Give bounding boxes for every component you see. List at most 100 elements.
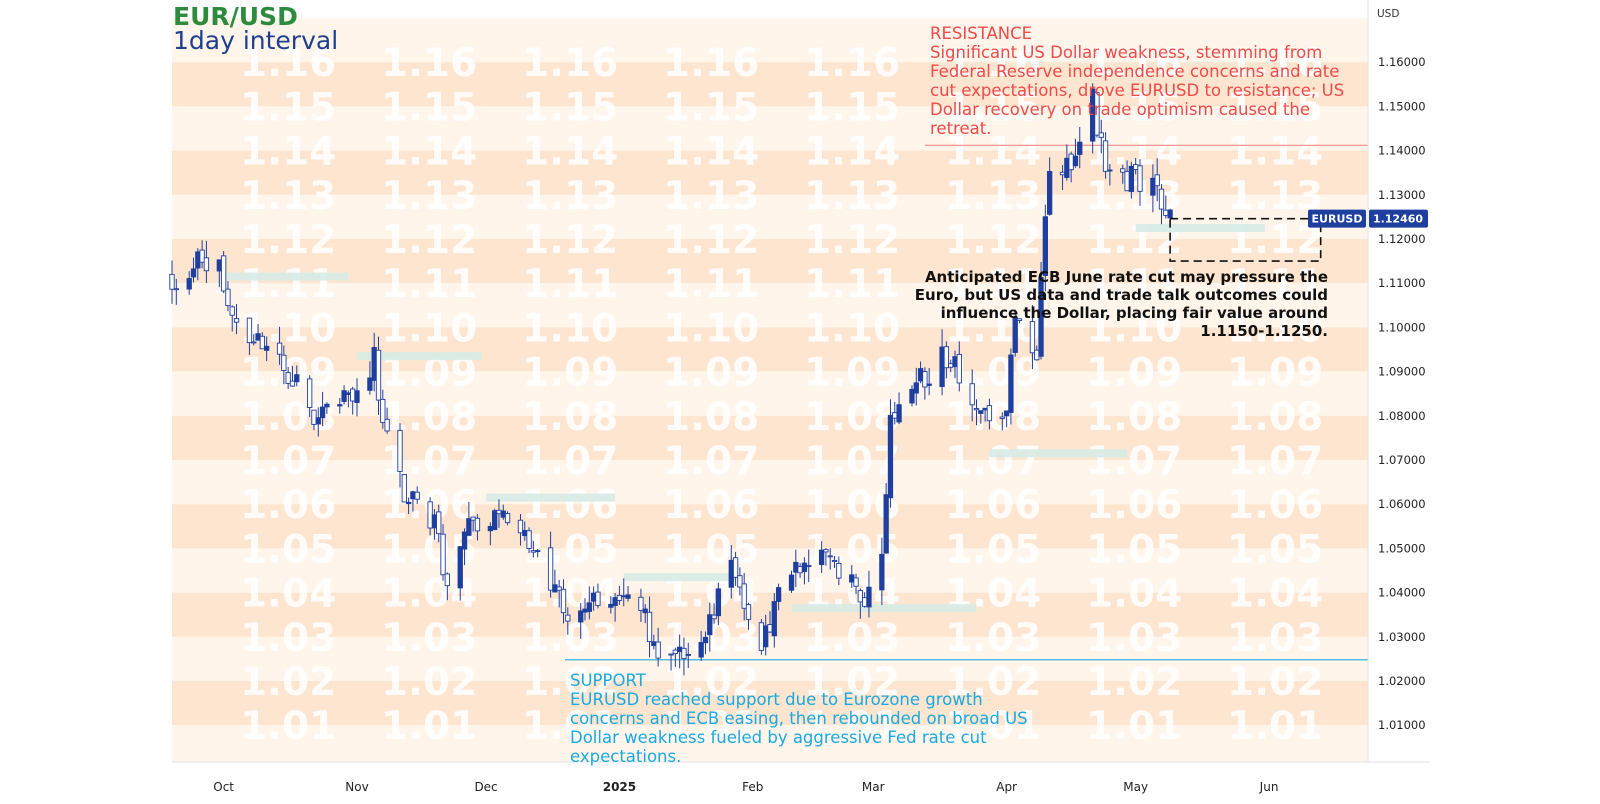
candle-body [444, 573, 450, 587]
watermark-label: 1.13 [945, 174, 1041, 219]
watermark-label: 1.14 [1227, 130, 1323, 175]
watermark-label: 1.14 [240, 130, 336, 175]
background-layer [172, 18, 1368, 762]
candle-body [1077, 141, 1083, 155]
candle-body [350, 388, 356, 402]
candle-body [440, 533, 446, 576]
background-band [172, 504, 1368, 549]
zone-marker [356, 352, 482, 361]
background-band [172, 681, 1368, 726]
candle-body [887, 414, 894, 499]
watermark-label: 1.02 [240, 660, 336, 705]
x-tick-label: Jun [1259, 780, 1279, 794]
watermark-label: 1.09 [804, 351, 900, 396]
watermark-label: 1.03 [240, 616, 336, 661]
watermark-label: 1.07 [240, 439, 336, 484]
watermark-label: 1.14 [663, 130, 759, 175]
watermark-label: 1.16 [804, 41, 900, 86]
background-band [172, 283, 1368, 328]
support-text: EURUSD reached support due to Eurozone g… [570, 690, 1028, 766]
candle-body [763, 625, 769, 648]
candle-body [470, 516, 476, 521]
candle-body [276, 342, 283, 355]
watermark-label: 1.02 [663, 660, 759, 705]
candle-body [1094, 92, 1100, 136]
candle-body [745, 604, 752, 620]
candle-body [1128, 165, 1135, 192]
candle-body [621, 595, 627, 598]
background-band [172, 327, 1368, 372]
candle-body [466, 518, 472, 536]
watermark-label: 1.06 [945, 483, 1041, 528]
candle-body [853, 577, 859, 587]
candle-body [939, 346, 945, 387]
y-tick-label: 1.12000 [1378, 232, 1426, 246]
candle-body [294, 374, 300, 383]
zone-marker [623, 573, 736, 582]
watermark-label: 1.01 [240, 704, 336, 749]
watermark-label: 1.16 [663, 41, 759, 86]
watermark-label: 1.10 [522, 306, 618, 351]
candle-body [246, 317, 253, 344]
candle-body [500, 510, 506, 518]
candle-body [1154, 174, 1160, 187]
candle-body [1098, 132, 1104, 138]
candle-body [216, 259, 222, 272]
watermark-label: 1.16 [945, 41, 1041, 86]
candle-body [1034, 349, 1040, 361]
watermark-label: 1.06 [1086, 483, 1182, 528]
watermark-label: 1.11 [1086, 262, 1182, 307]
candle-body [999, 416, 1005, 419]
candle-body [982, 407, 988, 411]
candle-body [522, 530, 528, 537]
candle-body [384, 418, 390, 432]
background-band [172, 636, 1368, 681]
candle-body [496, 509, 502, 515]
candle-body [319, 406, 326, 419]
candle-body [655, 641, 661, 659]
candle-body [616, 594, 623, 601]
candle-body [943, 346, 950, 369]
candle-body [414, 491, 420, 500]
price-axis-panel [1368, 0, 1430, 800]
candle-body [535, 550, 541, 553]
watermark-label: 1.01 [663, 704, 759, 749]
candle-body [956, 353, 962, 384]
background-band [172, 62, 1368, 107]
watermark-label: 1.05 [1227, 527, 1323, 572]
watermark-label: 1.03 [1086, 616, 1182, 661]
candle-body [1163, 209, 1169, 216]
candle-body [909, 388, 915, 404]
candle-body [190, 268, 197, 278]
candles [169, 83, 1173, 676]
watermark-label: 1.14 [945, 130, 1041, 175]
background-band [172, 460, 1368, 505]
x-tick-label: Mar [862, 780, 885, 794]
watermark-label: 1.04 [522, 572, 618, 617]
watermark-label: 1.09 [1227, 351, 1323, 396]
background-band [172, 725, 1368, 762]
zone-marker [486, 493, 616, 502]
candle-body [1167, 209, 1173, 219]
watermark-label: 1.15 [381, 85, 477, 130]
watermark-label: 1.14 [381, 130, 477, 175]
candle-body [642, 608, 648, 614]
candle-body [556, 586, 562, 591]
watermark-label: 1.11 [804, 262, 900, 307]
watermark-label: 1.09 [522, 351, 618, 396]
symbol-tag [1308, 209, 1366, 228]
x-tick-label: Feb [742, 780, 763, 794]
candle-body [1072, 155, 1079, 167]
candle-body [866, 586, 872, 608]
watermark-label: 1.05 [240, 527, 336, 572]
candle-body [251, 341, 257, 344]
candle-body [767, 624, 773, 633]
candle-body [487, 525, 494, 532]
watermark-label: 1.02 [804, 660, 900, 705]
watermark-label: 1.10 [663, 306, 759, 351]
candle-body [1068, 153, 1074, 171]
y-tick-label: 1.07000 [1378, 453, 1426, 467]
y-tick-label: 1.14000 [1378, 144, 1426, 158]
watermark-label: 1.11 [240, 262, 336, 307]
